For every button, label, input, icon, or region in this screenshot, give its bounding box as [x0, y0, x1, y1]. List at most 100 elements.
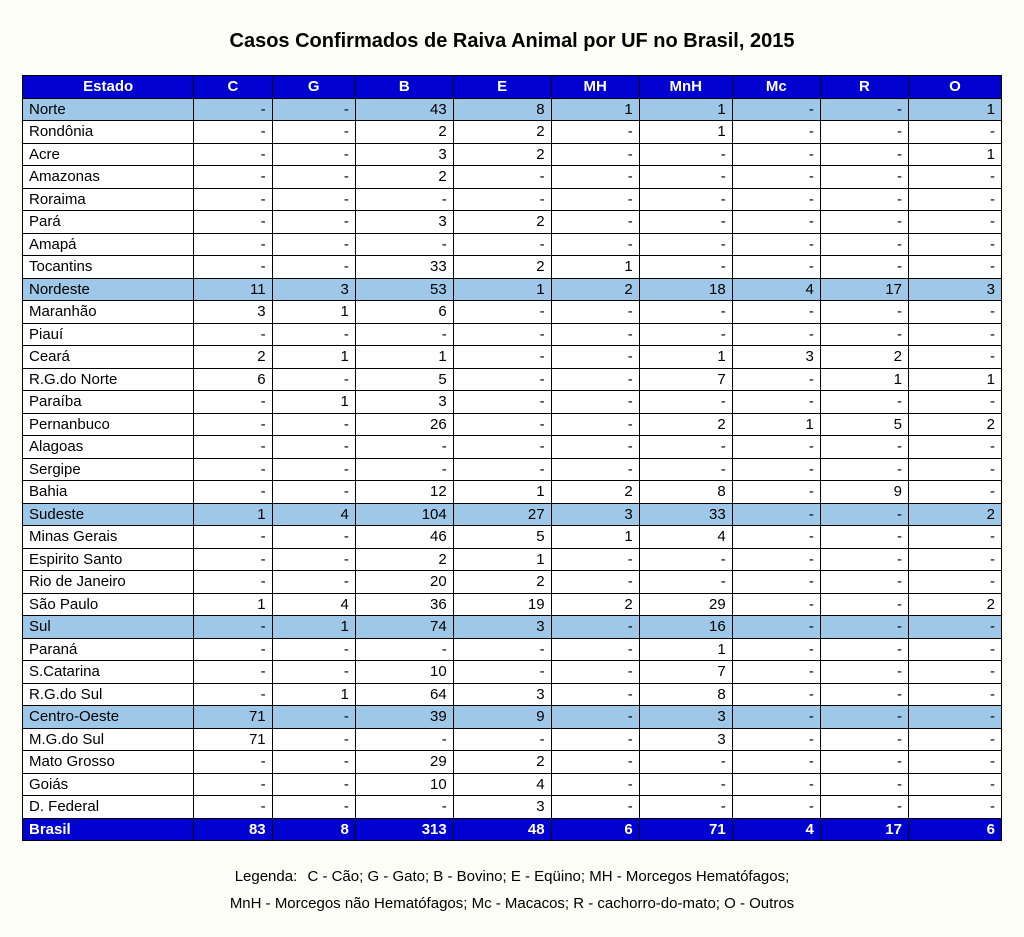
- cell-value: -: [272, 481, 355, 504]
- cell-value: -: [551, 346, 639, 369]
- table-row: Paraná-----1---: [23, 638, 1002, 661]
- cell-value: 2: [355, 166, 453, 189]
- cell-value: 46: [355, 526, 453, 549]
- row-label: Minas Gerais: [23, 526, 194, 549]
- cell-value: -: [820, 98, 908, 121]
- cell-value: -: [453, 368, 551, 391]
- cell-value: 1: [272, 346, 355, 369]
- cell-value: -: [355, 233, 453, 256]
- col-header: E: [453, 76, 551, 99]
- cell-value: 1: [272, 616, 355, 639]
- cell-value: -: [453, 346, 551, 369]
- cell-value: -: [732, 121, 820, 144]
- table-row: Espirito Santo--21-----: [23, 548, 1002, 571]
- table-row: Ceará211--132-: [23, 346, 1002, 369]
- table-row: Rio de Janeiro--202-----: [23, 571, 1002, 594]
- col-header: B: [355, 76, 453, 99]
- cell-value: 43: [355, 98, 453, 121]
- col-header: Estado: [23, 76, 194, 99]
- cell-value: -: [355, 436, 453, 459]
- cell-value: -: [732, 571, 820, 594]
- cell-value: -: [453, 301, 551, 324]
- table-row: Amazonas--2------: [23, 166, 1002, 189]
- cell-value: -: [908, 458, 1001, 481]
- cell-value: 1: [639, 98, 732, 121]
- region-row: Norte--43811--1: [23, 98, 1002, 121]
- table-row: Paraíba-13------: [23, 391, 1002, 414]
- cell-value: -: [453, 391, 551, 414]
- cell-value: -: [820, 728, 908, 751]
- table-row: Piauí---------: [23, 323, 1002, 346]
- table-row: R.G.do Norte6-5--7-11: [23, 368, 1002, 391]
- cell-value: -: [820, 233, 908, 256]
- cell-value: -: [820, 436, 908, 459]
- cell-value: -: [732, 661, 820, 684]
- cell-value: 5: [355, 368, 453, 391]
- cell-value: -: [908, 121, 1001, 144]
- cell-value: -: [272, 413, 355, 436]
- cell-value: -: [551, 638, 639, 661]
- cell-value: -: [639, 211, 732, 234]
- cell-value: -: [272, 368, 355, 391]
- cell-value: -: [732, 796, 820, 819]
- row-label: Amapá: [23, 233, 194, 256]
- cell-value: 4: [732, 278, 820, 301]
- cell-value: -: [908, 256, 1001, 279]
- cell-value: -: [272, 98, 355, 121]
- table-row: R.G.do Sul-1643-8---: [23, 683, 1002, 706]
- cell-value: -: [551, 796, 639, 819]
- table-row: S.Catarina--10--7---: [23, 661, 1002, 684]
- cell-value: -: [272, 526, 355, 549]
- cell-value: 26: [355, 413, 453, 436]
- row-label: M.G.do Sul: [23, 728, 194, 751]
- col-header: MH: [551, 76, 639, 99]
- cell-value: -: [820, 323, 908, 346]
- cell-value: -: [908, 211, 1001, 234]
- table-row: D. Federal---3-----: [23, 796, 1002, 819]
- cell-value: 3: [639, 728, 732, 751]
- cell-value: 16: [639, 616, 732, 639]
- table-row: Sergipe---------: [23, 458, 1002, 481]
- cell-value: 71: [194, 728, 272, 751]
- cell-value: 3: [355, 143, 453, 166]
- cell-value: -: [551, 436, 639, 459]
- table-row: Roraima---------: [23, 188, 1002, 211]
- cell-value: -: [820, 593, 908, 616]
- cell-value: -: [551, 773, 639, 796]
- table-header-row: EstadoCGBEMHMnHMcRO: [23, 76, 1002, 99]
- row-label: Nordeste: [23, 278, 194, 301]
- cell-value: -: [820, 661, 908, 684]
- cell-value: -: [355, 796, 453, 819]
- row-label: Roraima: [23, 188, 194, 211]
- row-label: Sergipe: [23, 458, 194, 481]
- cell-value: -: [551, 413, 639, 436]
- cell-value: 71: [639, 818, 732, 841]
- cell-value: 9: [453, 706, 551, 729]
- cell-value: -: [194, 436, 272, 459]
- cell-value: 19: [453, 593, 551, 616]
- region-row: Nordeste1135312184173: [23, 278, 1002, 301]
- cell-value: 1: [194, 593, 272, 616]
- cell-value: 8: [272, 818, 355, 841]
- table-row: Maranhão316------: [23, 301, 1002, 324]
- cell-value: 39: [355, 706, 453, 729]
- cell-value: 10: [355, 773, 453, 796]
- col-header: R: [820, 76, 908, 99]
- cell-value: -: [194, 458, 272, 481]
- cell-value: -: [732, 683, 820, 706]
- cell-value: 27: [453, 503, 551, 526]
- cell-value: -: [732, 773, 820, 796]
- cell-value: 17: [820, 818, 908, 841]
- cell-value: -: [639, 751, 732, 774]
- col-header: Mc: [732, 76, 820, 99]
- cell-value: 8: [453, 98, 551, 121]
- cell-value: -: [908, 773, 1001, 796]
- table-row: Rondônia--22-1---: [23, 121, 1002, 144]
- cell-value: -: [453, 458, 551, 481]
- cell-value: -: [272, 121, 355, 144]
- cell-value: 8: [639, 481, 732, 504]
- cell-value: 64: [355, 683, 453, 706]
- cell-value: -: [639, 571, 732, 594]
- cell-value: -: [908, 166, 1001, 189]
- cell-value: -: [820, 526, 908, 549]
